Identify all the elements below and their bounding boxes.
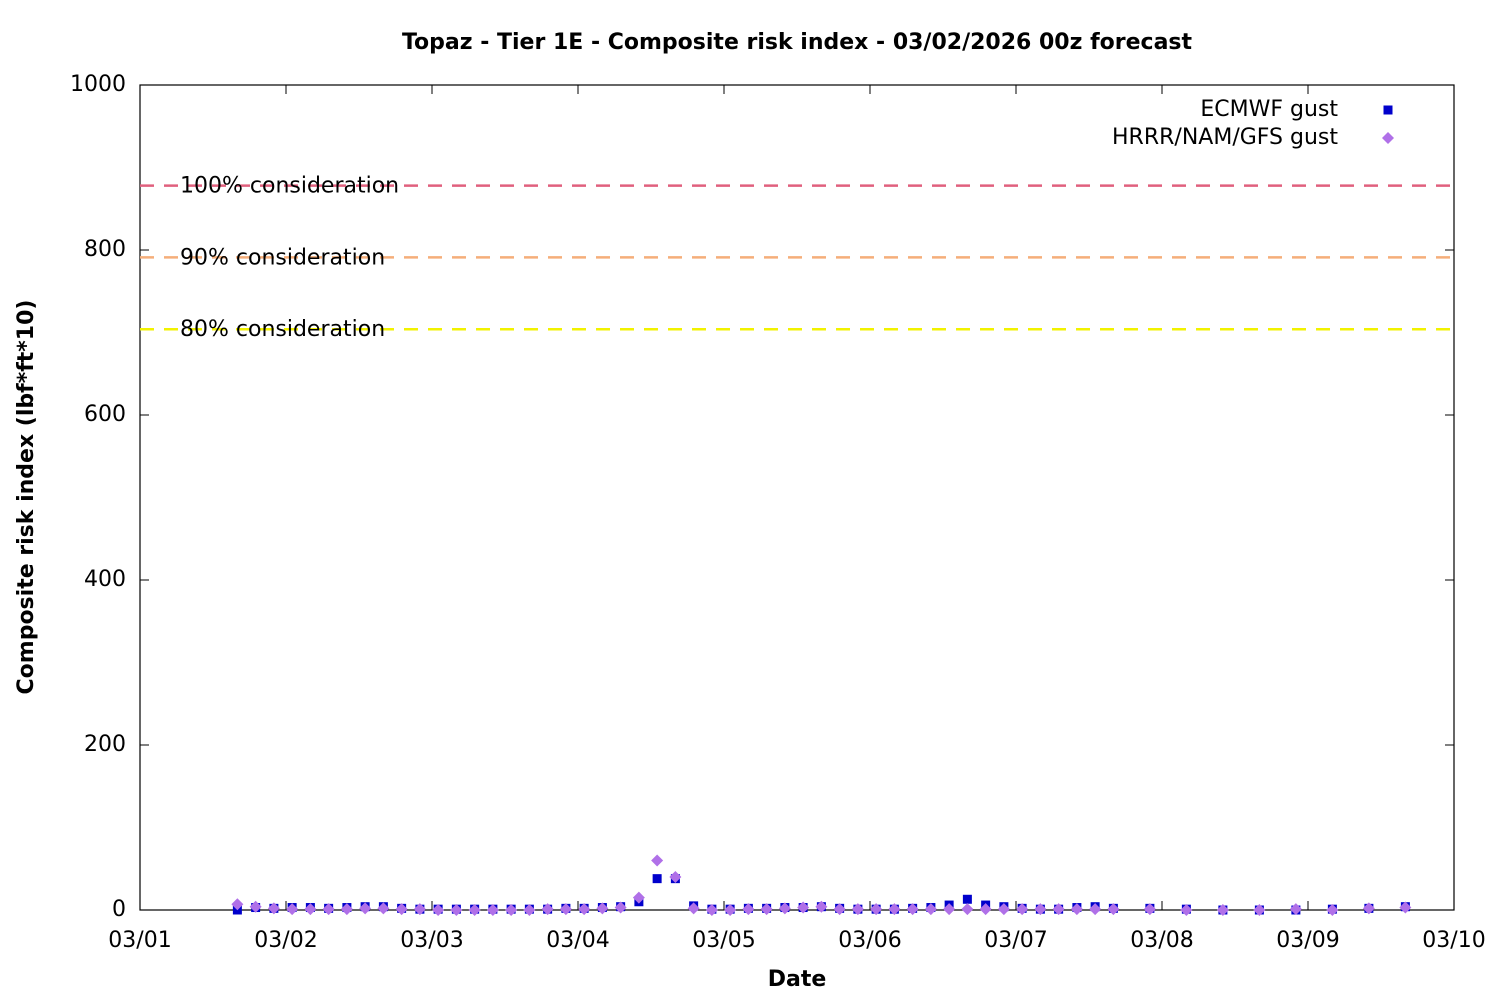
y-tick-label: 800: [84, 237, 126, 262]
x-tick-label: 03/08: [1130, 928, 1193, 953]
model-point: [322, 903, 335, 916]
x-tick-label: 03/03: [400, 928, 463, 953]
model-point: [924, 903, 937, 916]
model-point: [833, 903, 846, 916]
model-point: [705, 904, 718, 916]
model-point: [377, 902, 390, 915]
model-point: [669, 871, 682, 883]
model-point: [851, 903, 864, 916]
model-point: [778, 902, 791, 915]
model-point: [1289, 903, 1302, 916]
x-tick-label: 03/09: [1276, 928, 1339, 953]
model-point: [578, 903, 591, 916]
y-tick-label: 600: [84, 402, 126, 427]
model-point: [596, 902, 609, 915]
model-point: [1143, 903, 1156, 916]
model-point: [760, 903, 773, 916]
plot-frame: [139, 84, 1455, 911]
model-point: [359, 902, 372, 915]
y-axis-label: Composite risk index (lbf*ft*10): [14, 300, 39, 695]
model-point: [541, 903, 554, 916]
model-point: [943, 903, 956, 916]
model-point: [1034, 903, 1047, 916]
model-point: [1180, 904, 1193, 916]
model-point: [413, 903, 426, 916]
model-point: [888, 903, 901, 916]
x-tick-label: 03/05: [692, 928, 755, 953]
model-point: [961, 903, 974, 916]
model-point: [1326, 904, 1339, 916]
model-point: [1107, 903, 1120, 916]
legend-label: ECMWF gust: [1200, 97, 1338, 122]
model-point: [505, 904, 518, 916]
model-point: [1070, 903, 1083, 916]
legend-marker: [1383, 105, 1393, 115]
threshold-label: 100% consideration: [180, 174, 399, 199]
model-point: [432, 904, 445, 916]
threshold-label: 80% consideration: [180, 317, 385, 342]
model-point: [1216, 904, 1229, 916]
legend-label: HRRR/NAM/GFS gust: [1112, 125, 1338, 150]
x-axis-label: Date: [768, 967, 827, 992]
model-point: [742, 903, 755, 916]
model-point: [468, 904, 481, 916]
model-point: [1016, 903, 1029, 916]
model-point: [1253, 904, 1266, 916]
model-point: [231, 898, 244, 911]
y-tick-label: 0: [112, 897, 126, 922]
y-tick-label: 1000: [70, 72, 126, 97]
model-point: [614, 901, 627, 914]
model-point: [1089, 903, 1102, 916]
x-tick-label: 03/02: [254, 928, 317, 953]
model-point: [651, 854, 664, 867]
y-tick-label: 200: [84, 732, 126, 757]
model-point: [523, 904, 536, 916]
model-point: [249, 900, 262, 913]
model-point: [450, 904, 463, 916]
model-point: [997, 903, 1010, 916]
model-point: [815, 900, 828, 913]
model-point: [687, 902, 700, 915]
model-point: [870, 903, 883, 916]
ecmwf-point: [652, 874, 662, 884]
model-point: [286, 903, 299, 916]
model-point: [340, 903, 353, 916]
ecmwf-point: [962, 894, 972, 904]
x-tick-label: 03/04: [546, 928, 609, 953]
y-tick-label: 400: [84, 567, 126, 592]
model-point: [1362, 902, 1375, 915]
x-tick-label: 03/01: [108, 928, 171, 953]
model-point: [724, 904, 737, 916]
model-point: [267, 902, 280, 915]
model-point: [797, 901, 810, 914]
model-point: [486, 904, 499, 916]
model-point: [632, 891, 645, 904]
model-point: [559, 903, 572, 916]
model-point: [1399, 901, 1412, 914]
model-point: [1052, 903, 1065, 916]
model-point: [906, 903, 919, 916]
x-tick-label: 03/07: [984, 928, 1047, 953]
model-point: [979, 903, 992, 916]
model-point: [395, 903, 408, 916]
model-point: [304, 903, 317, 916]
x-tick-label: 03/06: [838, 928, 901, 953]
chart-title: Topaz - Tier 1E - Composite risk index -…: [402, 30, 1193, 55]
threshold-label: 90% consideration: [180, 245, 385, 270]
legend-marker: [1382, 132, 1394, 144]
x-tick-label: 03/10: [1422, 928, 1485, 953]
